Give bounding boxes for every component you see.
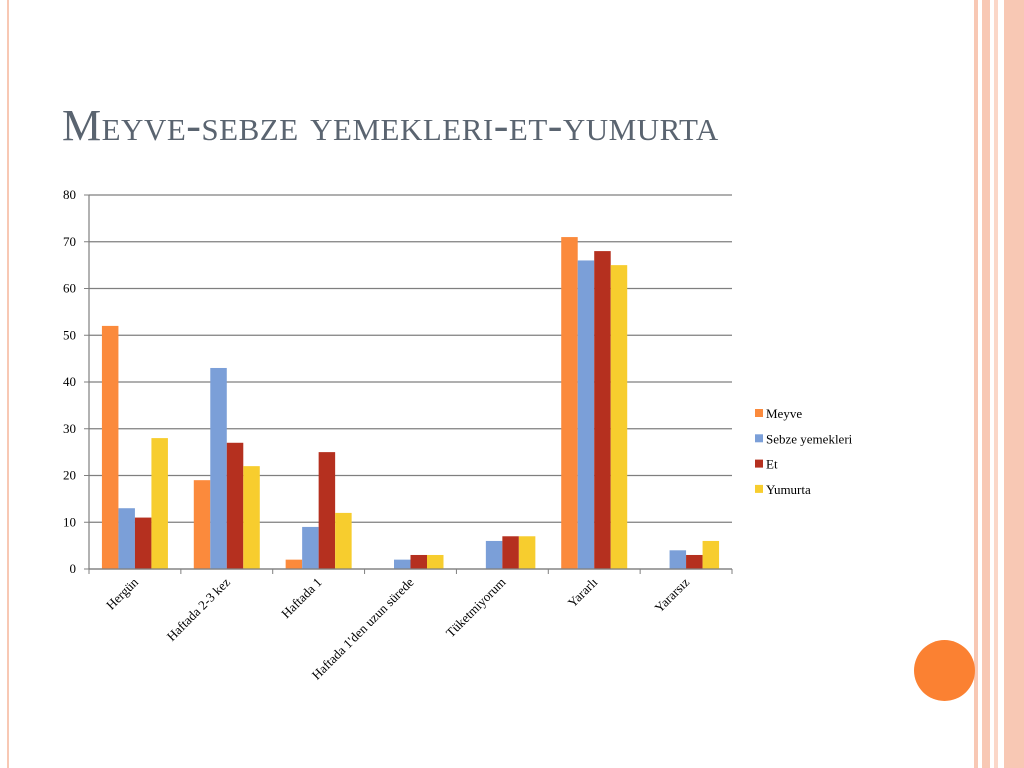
bar — [686, 554, 703, 569]
y-tick-label: 30 — [63, 421, 76, 436]
bar — [210, 367, 227, 569]
decorative-orange-circle — [914, 640, 975, 701]
bar — [518, 536, 536, 569]
bar — [502, 536, 519, 569]
bar — [561, 237, 578, 569]
x-tick-label: Yararlı — [565, 574, 601, 610]
bar — [226, 442, 244, 569]
y-tick-label: 50 — [63, 327, 76, 342]
legend-swatch — [755, 409, 763, 417]
x-tick-label: Tüketmiyorum — [443, 575, 509, 641]
bar — [285, 559, 303, 569]
slide-title: Meyve-sebze yemekleri-et-yumurta — [62, 101, 719, 150]
y-tick-label: 10 — [63, 514, 76, 529]
legend-label: Et — [766, 457, 778, 472]
legend-label: Yumurta — [766, 482, 811, 497]
bar — [243, 466, 260, 569]
bar — [485, 540, 503, 569]
bar — [577, 260, 595, 569]
x-tick-label: Haftada 1'den uzun sürede — [309, 574, 417, 682]
legend-swatch — [755, 459, 763, 468]
bar — [151, 438, 168, 569]
bar — [610, 265, 628, 569]
legend-label: Sebze yemekleri — [766, 431, 853, 446]
y-tick-label: 80 — [63, 187, 76, 202]
legend-label: Meyve — [766, 406, 802, 421]
y-tick-label: 60 — [63, 281, 76, 296]
x-tick-label: Yararsız — [651, 574, 692, 615]
bar — [702, 540, 720, 569]
bar — [427, 554, 444, 569]
legend-swatch — [755, 434, 763, 443]
bar — [302, 526, 319, 569]
bar — [669, 550, 687, 569]
bar — [134, 517, 152, 569]
bar — [318, 452, 336, 569]
legend-swatch — [755, 484, 763, 493]
bar — [101, 325, 119, 569]
bar — [335, 512, 352, 569]
x-tick-label: Haftada 2-3 kez — [164, 574, 233, 643]
bar — [394, 559, 411, 569]
x-tick-label: Haftada 1 — [278, 575, 325, 622]
y-tick-label: 0 — [70, 561, 77, 576]
left-border-line — [7, 0, 9, 768]
y-tick-label: 20 — [63, 468, 76, 483]
bar — [193, 480, 211, 569]
decorative-stripes — [974, 0, 1024, 768]
bar — [594, 251, 611, 569]
bar — [410, 554, 427, 569]
bar — [118, 508, 135, 569]
y-tick-label: 70 — [63, 234, 76, 249]
x-tick-label: Hergün — [103, 574, 141, 612]
y-tick-label: 40 — [63, 374, 76, 389]
